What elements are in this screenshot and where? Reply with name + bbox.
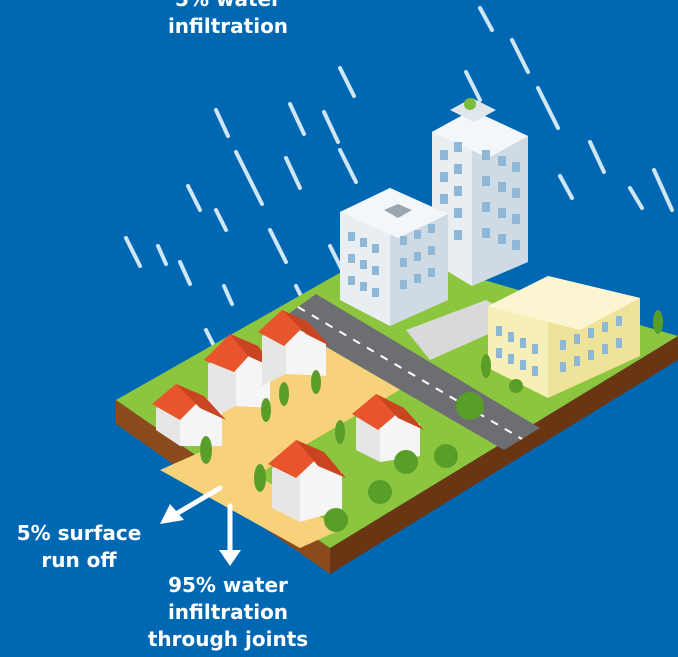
joint-infiltration-label: 95% water infiltration through joints (118, 572, 338, 653)
top-label-line2: infiltration (167, 14, 289, 38)
road-markings (297, 306, 523, 440)
surface-runoff-label: 5% surface run off (4, 520, 154, 574)
top-infiltration-label: 5% water infiltration (118, 0, 338, 40)
cream-building (488, 276, 640, 398)
through-label-line3: through joints (147, 627, 309, 651)
arrow-down-left-icon (160, 485, 223, 524)
surface-label-line2: run off (41, 548, 117, 572)
top-label-line1: 5% water (118, 0, 338, 13)
office-building (340, 188, 448, 326)
through-label-line1: 95% water (168, 573, 288, 597)
through-label-line2: infiltration (167, 600, 289, 624)
houses (152, 310, 424, 522)
arrow-down-icon (219, 503, 241, 566)
surface-label-line1: 5% surface (16, 521, 142, 545)
paved-path (160, 446, 340, 548)
trees (200, 310, 663, 532)
paved-plaza (170, 330, 420, 480)
